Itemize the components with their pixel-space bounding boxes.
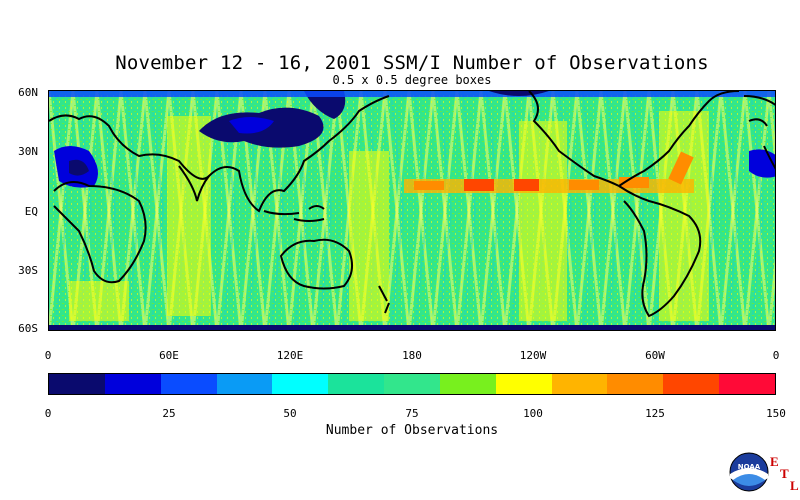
colorbar-tick-label: 100 [523, 407, 543, 420]
coastlines [49, 91, 775, 318]
noaa-logo-text: NOAA [738, 463, 761, 471]
colorbar-tick-label: 0 [44, 407, 52, 420]
colorbar-tick-label: 75 [405, 407, 419, 420]
lon-label: 60E [159, 349, 179, 362]
colorbar-segment [49, 374, 105, 394]
lat-label: 30N [18, 145, 38, 158]
colorbar [48, 373, 776, 395]
high-count-bands [69, 111, 709, 321]
colorbar-segment [272, 374, 329, 394]
lon-label: 60W [645, 349, 665, 362]
colorbar-segment [384, 374, 440, 394]
colorbar-segment [495, 374, 552, 394]
colorbar-segment [607, 374, 664, 394]
low-count-regions [49, 91, 775, 330]
colorbar-tick-label: 50 [283, 407, 297, 420]
colorbar-segment [328, 374, 385, 394]
colorbar-tick-label: 25 [162, 407, 176, 420]
noaa-logo: NOAA [729, 452, 769, 496]
lon-label: 0 [772, 349, 780, 362]
chart-subtitle: 0.5 x 0.5 degree boxes [332, 73, 492, 87]
colorbar-tick-label: 125 [645, 407, 665, 420]
etl-letter-e: E [770, 454, 779, 469]
lat-label: 60N [18, 86, 38, 99]
lat-label: EQ [24, 205, 38, 218]
colorbar-segment [104, 374, 161, 394]
chart-title: November 12 - 16, 2001 SSM/I Number of O… [115, 52, 709, 74]
colorbar-segment [551, 374, 608, 394]
lon-label: 0 [44, 349, 52, 362]
etl-letter-l: L [790, 478, 799, 493]
colorbar-segment [439, 374, 496, 394]
colorbar-title: Number of Observations [325, 423, 499, 438]
observation-map [48, 90, 776, 331]
map-svg [49, 91, 775, 330]
colorbar-segment [719, 374, 775, 394]
lat-label: 30S [18, 264, 38, 277]
colorbar-segment [663, 374, 720, 394]
colorbar-segment [216, 374, 273, 394]
tropical-max-band [404, 151, 694, 193]
etl-letter-t: T [780, 466, 789, 481]
lat-label: 60S [18, 322, 38, 335]
lon-label: 120E [276, 349, 304, 362]
lon-label: 180 [402, 349, 422, 362]
colorbar-tick-label: 150 [766, 407, 786, 420]
colorbar-segment [160, 374, 217, 394]
lon-label: 120W [519, 349, 547, 362]
